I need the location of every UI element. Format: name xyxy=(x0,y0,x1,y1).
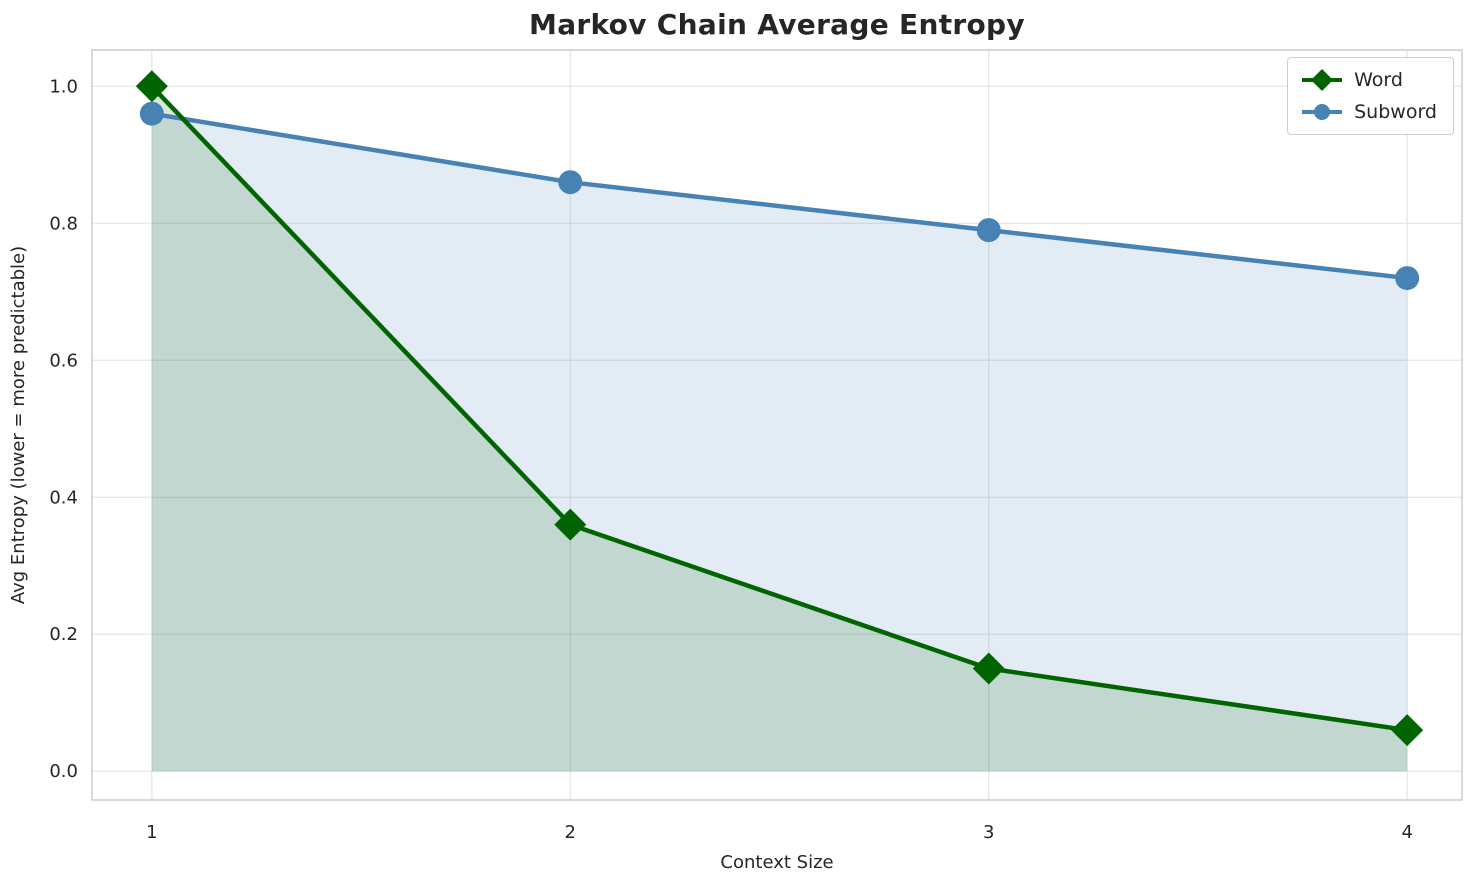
subword-marker xyxy=(558,170,583,195)
subword-marker xyxy=(139,101,164,126)
subword-series-circle-icon xyxy=(1300,100,1344,124)
subword-marker xyxy=(1395,266,1420,291)
y-axis-label: Avg Entropy (lower = more predictable) xyxy=(8,246,29,604)
word-series-diamond-icon xyxy=(1300,68,1344,92)
legend: Word Subword xyxy=(1287,57,1454,135)
plot-background xyxy=(92,50,1462,800)
x-tick-label: 4 xyxy=(1401,822,1412,843)
subword-line xyxy=(149,111,1410,281)
legend-item-subword: Subword xyxy=(1300,99,1437,125)
legend-label-word: Word xyxy=(1354,69,1403,91)
plot-border xyxy=(91,49,1463,801)
legend-item-word: Word xyxy=(1300,67,1437,93)
word-marker xyxy=(554,508,587,541)
subword-legend-sample-icon xyxy=(1302,104,1343,120)
subword-fill-area xyxy=(151,113,1408,772)
x-tick-label: 2 xyxy=(565,822,576,843)
x-axis-label: Context Size xyxy=(720,852,833,873)
word-marker xyxy=(135,70,168,103)
y-tick-label: 0.4 xyxy=(49,487,78,508)
y-tick-label: 0.0 xyxy=(49,761,78,782)
y-tick-label: 0.6 xyxy=(49,350,78,371)
chart-layers: 0.0 0.2 0.4 0.6 0.8 1.0 1 2 3 4 xyxy=(49,49,1463,843)
word-line xyxy=(149,84,1410,733)
x-tick-label: 3 xyxy=(983,822,994,843)
word-fill-area xyxy=(151,86,1408,772)
y-tick-label: 0.2 xyxy=(49,624,78,645)
word-legend-sample-icon xyxy=(1302,69,1343,91)
y-tick-label: 1.0 xyxy=(49,76,78,97)
word-marker xyxy=(1391,714,1424,747)
legend-label-subword: Subword xyxy=(1354,101,1437,123)
chart-title: Markov Chain Average Entropy xyxy=(529,8,1025,41)
subword-marker xyxy=(976,218,1001,243)
x-tick-label: 1 xyxy=(146,822,157,843)
y-tick-label: 0.8 xyxy=(49,213,78,234)
word-marker xyxy=(972,652,1005,685)
